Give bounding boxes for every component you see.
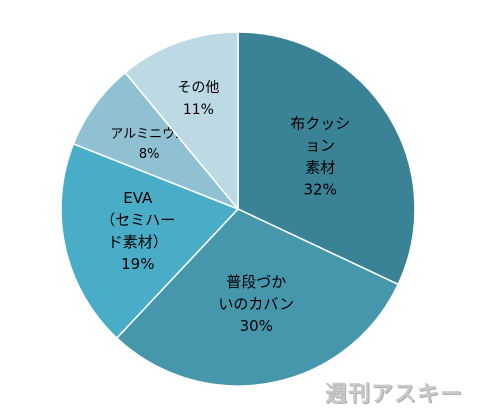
pie-slice-3 [72,71,239,210]
pie-slice-0 [237,31,416,286]
slice-category-label-1: いのカバン [218,295,294,313]
slice-value-label-2: 19% [121,255,154,273]
slice-category-label-0: 布クッシ [290,114,350,132]
slice-category-label-4: その他 [177,80,219,96]
slice-value-label-1: 30% [240,317,273,335]
pie-slice-4 [124,31,239,212]
slice-value-label-0: 32% [304,180,337,198]
pie-slice-2 [60,142,240,340]
slice-category-label-1: 普段づか [226,273,286,291]
slice-value-label-3: 8% [139,147,160,162]
slice-category-label-0: 素材 [305,158,335,176]
slice-category-label-3: アルミニウム [110,127,188,142]
slice-category-label-2: （セミハー [100,211,175,229]
slice-category-label-2: EVA [123,189,153,207]
slice-value-label-4: 11% [183,102,214,118]
watermark-logo: 週刊アスキー [324,382,463,407]
pie-slice-1 [115,208,400,387]
slice-category-label-0: ョン [305,136,335,154]
slice-category-label-2: ド素材） [108,233,168,251]
